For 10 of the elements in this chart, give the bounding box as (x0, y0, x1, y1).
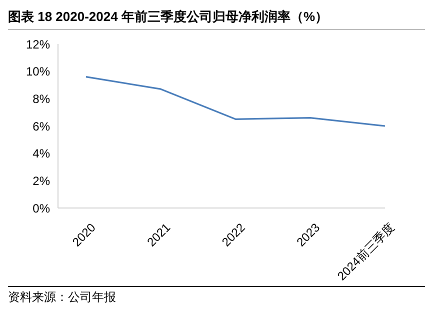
y-tick-label: 0% (32, 201, 50, 216)
y-tick-label: 4% (32, 146, 50, 161)
chart-title: 图表 18 2020-2024 年前三季度公司归母净利润率（%） (8, 8, 425, 30)
y-tick-label: 8% (32, 92, 50, 106)
line-series (85, 76, 386, 127)
y-tick-label: 6% (32, 119, 50, 134)
y-tick-label: 12% (26, 37, 50, 52)
y-tick-label: 2% (32, 174, 50, 188)
y-tick-label: 10% (26, 64, 50, 79)
text: 资料来源：公司年报 (8, 286, 425, 306)
